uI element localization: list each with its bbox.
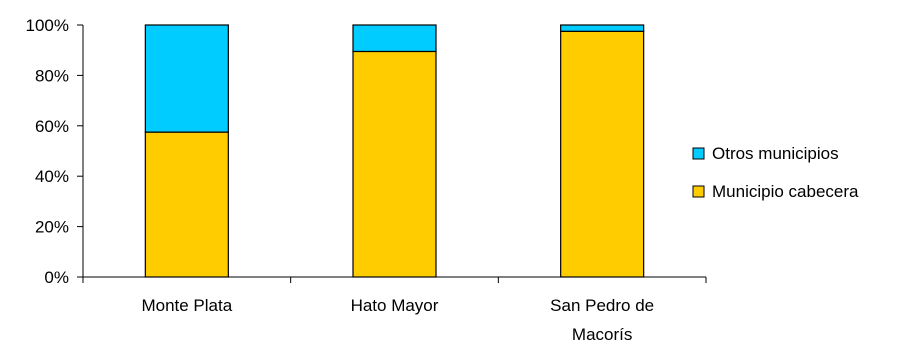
y-tick-label: 80% (35, 66, 69, 85)
bar-segment-otros-municipios (144, 24, 229, 133)
y-tick-label: 60% (35, 117, 69, 136)
legend-label: Municipio cabecera (712, 182, 859, 201)
legend-item: Municipio cabecera (692, 182, 859, 201)
y-axis: 0% 20% 40% 60% 80% 100% (26, 16, 84, 287)
y-tick-label: 20% (35, 218, 69, 237)
y-tick-label: 40% (35, 167, 69, 186)
legend-swatch (692, 147, 705, 160)
legend: Otros municipios Municipio cabecera (692, 144, 859, 201)
y-tick-label: 0% (44, 268, 69, 287)
bar-segment-otros-municipios (560, 24, 645, 32)
bar-segment-municipio-cabecera (144, 131, 229, 278)
bar-segment-municipio-cabecera (352, 50, 437, 278)
x-axis: Monte Plata Hato Mayor San Pedro de Macorís (82, 276, 707, 344)
bar-segment-municipio-cabecera (560, 30, 645, 278)
x-tick-label: San Pedro de (550, 296, 654, 315)
legend-label: Otros municipios (712, 144, 839, 163)
legend-item: Otros municipios (692, 144, 839, 163)
x-tick-label: Hato Mayor (351, 296, 439, 315)
bar-segment-otros-municipios (352, 24, 437, 53)
x-tick-label: Macorís (572, 325, 632, 344)
bars (144, 24, 645, 278)
y-tick-label: 100% (26, 16, 69, 35)
x-tick-label: Monte Plata (141, 296, 232, 315)
legend-swatch (692, 185, 705, 198)
